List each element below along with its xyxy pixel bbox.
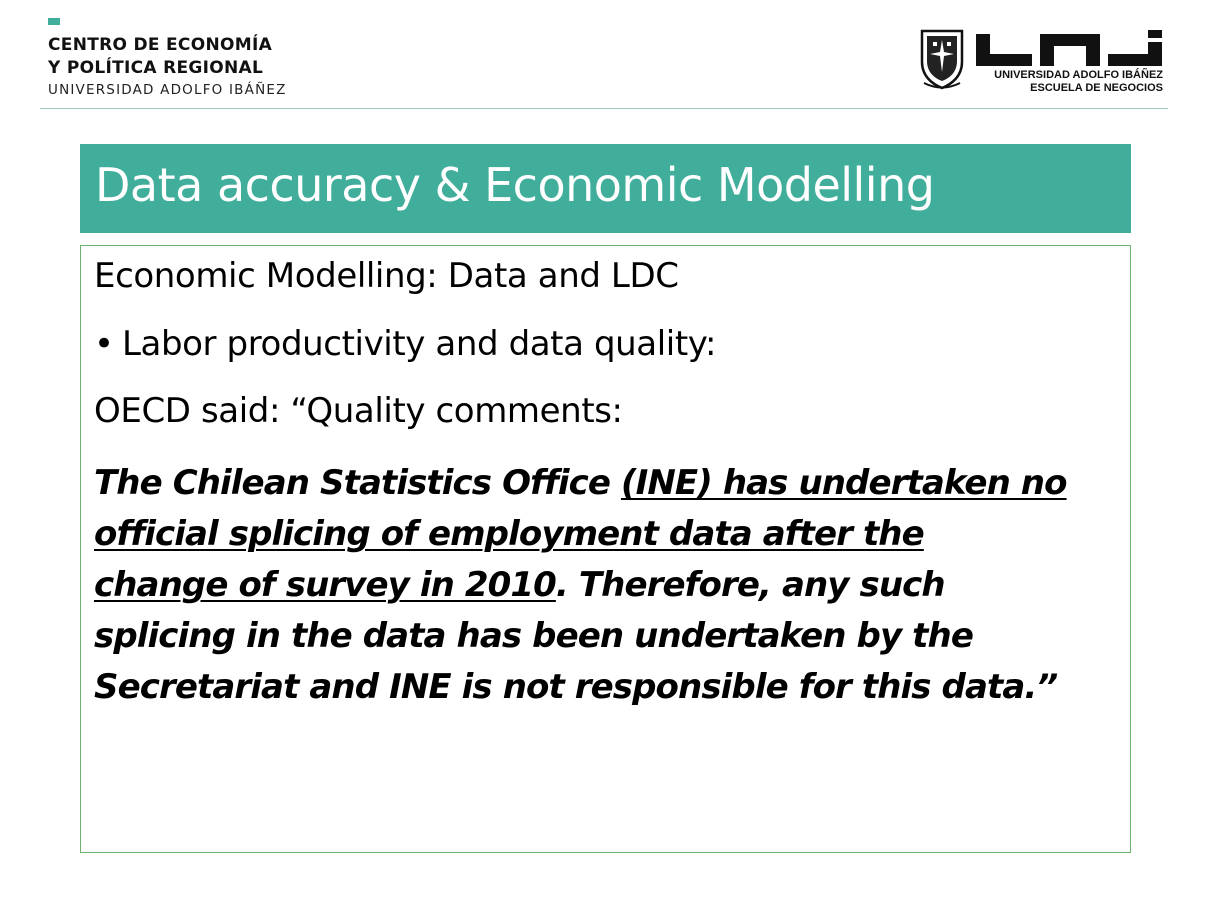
slide-title-bar: Data accuracy & Economic Modelling — [80, 144, 1131, 233]
quote-line-4: splicing in the data has been undertaken… — [94, 611, 1124, 662]
green-accent-mark — [48, 18, 60, 25]
quote-line-2: official splicing of employment data aft… — [94, 509, 1124, 560]
quote-line-3: change of survey in 2010. Therefore, any… — [94, 560, 1124, 611]
centre-name-line-2: Y POLÍTICA REGIONAL — [48, 58, 264, 78]
quote-text: splicing in the data has been undertaken… — [94, 616, 974, 656]
uai-wordmark-icon — [976, 30, 1162, 66]
uai-university-name: UNIVERSIDAD ADOLFO IBÁÑEZ — [994, 69, 1163, 81]
bullet-marker: • — [94, 324, 114, 364]
centre-name-line-1: CENTRO DE ECONOMÍA — [48, 35, 273, 55]
slide-subtitle: Economic Modelling: Data and LDC — [94, 256, 679, 296]
university-crest-icon — [920, 29, 964, 90]
quote-text: The Chilean Statistics Office — [94, 463, 621, 503]
centre-university: UNIVERSIDAD ADOLFO IBÁÑEZ — [48, 82, 287, 98]
quote-underlined-text: change of survey in 2010 — [94, 565, 557, 605]
header-divider — [40, 108, 1168, 109]
bullet-text: Labor productivity and data quality: — [122, 324, 717, 364]
quote-text: Secretariat and INE is not responsible f… — [94, 667, 1058, 707]
content-box: Economic Modelling: Data and LDC • Labor … — [80, 245, 1131, 853]
uai-school-name: ESCUELA DE NEGOCIOS — [1030, 82, 1163, 94]
slide-title: Data accuracy & Economic Modelling — [95, 158, 935, 212]
uai-logo: UNIVERSIDAD ADOLFO IBÁÑEZ ESCUELA DE NEG… — [918, 28, 1168, 98]
quote-line-1: The Chilean Statistics Office (INE) has … — [94, 458, 1124, 509]
bullet-item: • Labor productivity and data quality: — [94, 324, 716, 364]
quote-text: . Therefore, any such — [555, 565, 946, 605]
quote-underlined-text: official splicing of employment data aft… — [94, 514, 925, 554]
quote-line-5: Secretariat and INE is not responsible f… — [94, 662, 1124, 713]
quote-underlined-text: (INE) has undertaken no — [620, 463, 1068, 503]
oecd-intro: OECD said: “Quality comments: — [94, 391, 623, 431]
centre-logo: CENTRO DE ECONOMÍA Y POLÍTICA REGIONAL U… — [48, 18, 287, 98]
oecd-quote: The Chilean Statistics Office (INE) has … — [94, 458, 1124, 713]
